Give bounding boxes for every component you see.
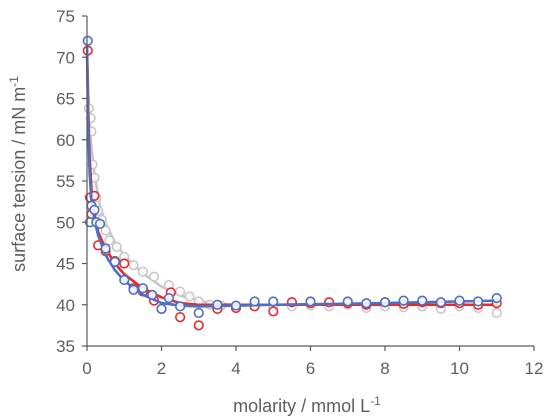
y-tick-label: 65 [56, 90, 75, 109]
data-point [361, 298, 372, 309]
y-tick-label: 45 [56, 255, 75, 274]
data-point [268, 296, 279, 307]
y-tick-label: 40 [56, 296, 75, 315]
x-tick-label: 2 [157, 359, 166, 378]
series-2 [82, 35, 502, 319]
data-point [137, 266, 148, 277]
data-point [175, 286, 186, 297]
data-point [100, 243, 111, 254]
data-point [89, 204, 100, 215]
x-tick-label: 8 [380, 359, 389, 378]
data-point [147, 289, 158, 300]
data-point [230, 300, 242, 311]
x-tick-label: 6 [306, 359, 315, 378]
data-point [249, 296, 260, 307]
data-point [175, 301, 186, 312]
y-tick-label: 35 [56, 337, 75, 356]
y-tick-label: 50 [56, 213, 75, 232]
data-point [305, 296, 316, 307]
data-point [417, 295, 428, 306]
data-point [109, 256, 121, 267]
data-point [94, 218, 106, 229]
data-point [184, 291, 195, 302]
data-point [128, 260, 139, 271]
data-point [148, 271, 160, 282]
series-layer [82, 35, 502, 331]
data-point [193, 307, 204, 319]
data-point [156, 303, 167, 314]
data-point [163, 293, 175, 304]
data-point [119, 274, 130, 286]
data-point [491, 293, 502, 304]
x-tick-label: 10 [450, 359, 469, 378]
x-tick-label: 0 [82, 359, 91, 378]
y-axis-title: surface tension / mN m-1 [7, 76, 29, 272]
data-point [379, 297, 391, 308]
data-point [175, 312, 186, 323]
data-point [128, 284, 139, 296]
data-point [119, 258, 130, 269]
data-point [454, 295, 465, 306]
x-tick-label: 12 [525, 359, 544, 378]
data-point [435, 297, 446, 308]
data-point [268, 306, 279, 317]
data-point [342, 296, 353, 307]
data-point [398, 295, 409, 306]
y-tick-label: 75 [56, 7, 75, 26]
data-point [137, 283, 148, 294]
data-point [473, 296, 484, 307]
y-axis-ticks: 35 40 45 50 55 60 65 70 75 [56, 7, 87, 356]
data-point [212, 299, 223, 310]
data-point [193, 320, 204, 331]
data-point [82, 35, 93, 46]
x-axis-ticks: 0 2 4 6 8 10 12 [82, 346, 543, 378]
x-axis-title: molarity / mmol L-1 [233, 394, 381, 416]
x-tick-label: 4 [231, 359, 240, 378]
data-point [104, 235, 115, 246]
y-tick-label: 55 [56, 172, 75, 191]
y-tick-label: 60 [56, 131, 75, 150]
data-point [111, 241, 122, 253]
data-point [491, 307, 502, 319]
data-point [324, 297, 335, 308]
data-point [100, 225, 111, 236]
y-tick-label: 70 [56, 48, 75, 67]
